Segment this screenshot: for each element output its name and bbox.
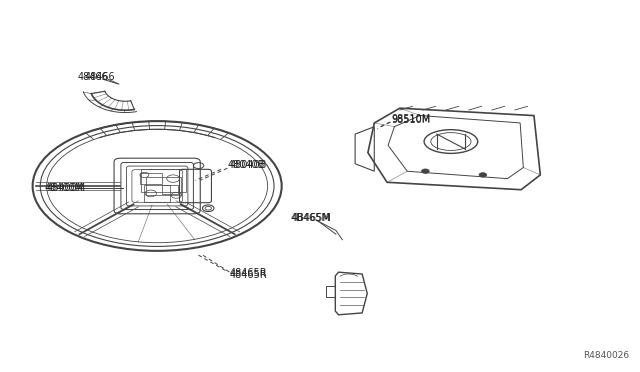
Text: 48466: 48466 <box>77 73 108 83</box>
Text: 4B465M: 4B465M <box>291 213 330 223</box>
Circle shape <box>479 173 486 177</box>
Text: 48466: 48466 <box>85 72 116 82</box>
Circle shape <box>422 169 429 173</box>
Text: 48465R: 48465R <box>229 268 267 278</box>
Text: 98510M: 98510M <box>392 115 431 125</box>
Text: 98510M: 98510M <box>392 114 431 124</box>
Text: 48400M: 48400M <box>44 183 83 193</box>
Text: 4B465M: 4B465M <box>291 212 331 222</box>
Text: 48400M: 48400M <box>47 183 86 193</box>
Text: R4840026: R4840026 <box>584 351 630 360</box>
Text: 48465R: 48465R <box>229 270 267 280</box>
Text: 48040B: 48040B <box>229 160 267 170</box>
Text: 48040B: 48040B <box>227 160 265 170</box>
